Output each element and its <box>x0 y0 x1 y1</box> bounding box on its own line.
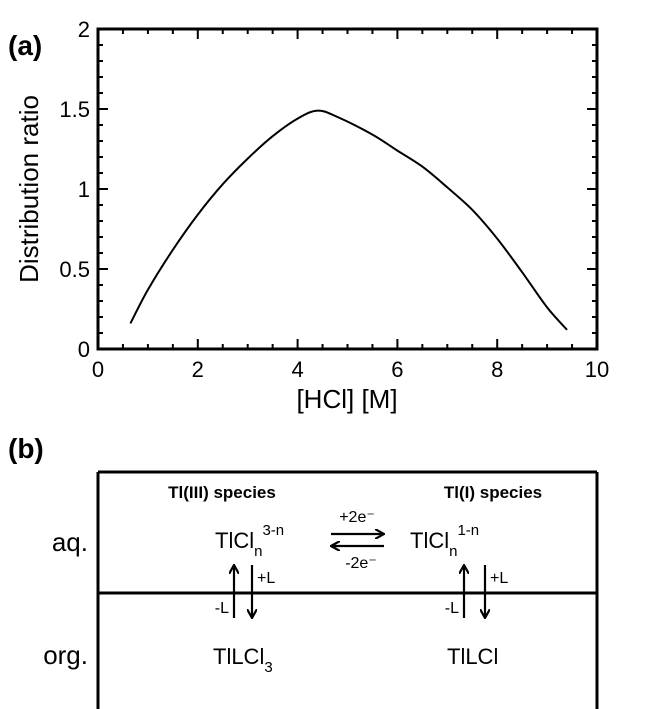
species-tlcl-1-n-subscript: n <box>449 543 457 560</box>
plot-frame <box>96 27 599 351</box>
y-tick-label: 0.5 <box>59 257 90 282</box>
redox-forward-label: +2e⁻ <box>339 509 375 526</box>
x-tick-label: 0 <box>92 357 104 382</box>
y-tick-label: 1.5 <box>59 97 90 122</box>
y-tick-label: 1 <box>78 177 90 202</box>
right-minus-l-label: -L <box>445 600 459 617</box>
x-tick-labels: 0 2 4 6 8 10 <box>92 357 609 382</box>
y-tick-labels: 0 0.5 1 1.5 2 <box>59 17 90 362</box>
species-tlcl-1-n-main: TlCl <box>410 528 449 553</box>
species-tlcl-1-n-superscript: 1-n <box>457 522 479 539</box>
right-plus-l-label: +L <box>490 570 508 587</box>
aqueous-phase-label: aq. <box>52 527 88 557</box>
y-tick-label: 0 <box>78 337 90 362</box>
species-tlcl-3-n-main: TlCl <box>215 528 254 553</box>
x-tick-label: 6 <box>391 357 403 382</box>
speciation-scheme: aq. org. Tl(III) species Tl(I) species T… <box>43 470 599 709</box>
distribution-ratio-chart: 0 2 4 6 8 10 0 0.5 1 1.5 2 [HCl] [M] Distribution… <box>14 17 609 414</box>
species-tlcl-1-n: TlCln1-n <box>410 522 479 560</box>
species-tlcl-3-n-subscript: n <box>254 543 262 560</box>
y-tick-label: 2 <box>78 17 90 42</box>
species-tllcl3-main: TlLCl <box>213 644 264 669</box>
organic-phase-label: org. <box>43 640 88 670</box>
x-tick-label: 10 <box>585 357 609 382</box>
redox-backward-label: -2e⁻ <box>345 555 377 572</box>
panel-a-label: (a) <box>8 30 42 61</box>
species-tllcl3-subscript: 3 <box>264 659 272 676</box>
tick-marks <box>97 28 598 350</box>
x-tick-label: 8 <box>491 357 503 382</box>
species-tlcl-3-n: TlCln3-n <box>215 522 284 560</box>
x-axis-title: [HCl] [M] <box>296 384 397 414</box>
y-axis-title: Distribution ratio <box>14 95 44 283</box>
left-plus-l-label: +L <box>257 570 275 587</box>
x-tick-label: 2 <box>192 357 204 382</box>
left-minus-l-label: -L <box>215 600 229 617</box>
panel-b-label: (b) <box>8 433 44 464</box>
species-tllcl3: TlLCl3 <box>213 644 273 676</box>
tl1-species-header: Tl(I) species <box>444 483 542 502</box>
species-tlcl-3-n-superscript: 3-n <box>262 522 284 539</box>
tl3-species-header: Tl(III) species <box>168 483 276 502</box>
species-tllcl: TlLCl <box>447 644 498 669</box>
data-line-series-1 <box>129 109 568 331</box>
x-tick-label: 4 <box>291 357 303 382</box>
